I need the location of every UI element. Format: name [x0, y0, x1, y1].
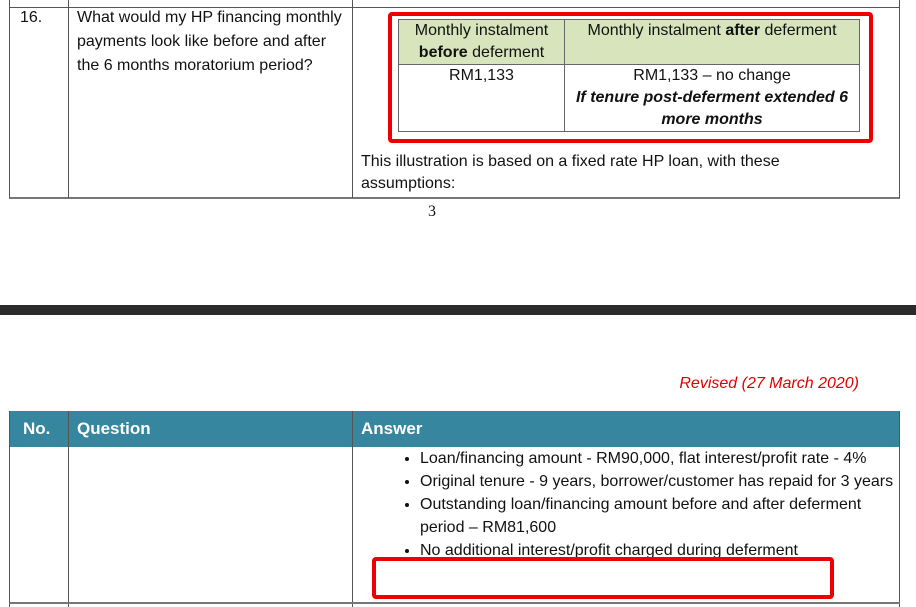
header-answer: Answer — [361, 419, 423, 438]
col-border — [68, 0, 69, 198]
col-border — [9, 411, 10, 607]
list-item: No additional interest/profit charged du… — [420, 539, 900, 562]
table-header: No. Question Answer — [9, 411, 900, 447]
row-bottom-border — [9, 197, 900, 199]
col-border — [899, 411, 900, 607]
page-separator — [0, 305, 916, 315]
assumptions-list: Loan/financing amount - RM90,000, flat i… — [380, 447, 900, 562]
page-number: 3 — [428, 203, 436, 220]
col-border — [899, 0, 900, 198]
highlight-box — [388, 12, 873, 143]
header-question: Question — [77, 419, 151, 438]
illustration-text: This illustration is based on a fixed ra… — [361, 153, 780, 192]
col-border — [352, 0, 353, 198]
instalment-table: Monthly instalment before deferment Month… — [398, 19, 860, 132]
col-border — [352, 411, 353, 607]
header-after: Monthly instalment after deferment — [564, 19, 860, 65]
revised-date: Revised (27 March 2020) — [679, 375, 859, 392]
header-no: No. — [23, 419, 51, 438]
list-item: Loan/financing amount - RM90,000, flat i… — [420, 447, 900, 470]
value-after: RM1,133 – no change If tenure post-deferm… — [564, 64, 860, 132]
row-number: 16. — [20, 9, 43, 26]
list-item: Outstanding loan/financing amount before… — [420, 493, 900, 539]
col-border — [9, 0, 10, 198]
row-bottom-border — [9, 602, 900, 604]
question-text: What would my HP financing monthly payme… — [77, 9, 342, 74]
highlight-box — [372, 557, 834, 599]
value-before: RM1,133 — [398, 64, 565, 132]
row-top-border — [9, 7, 900, 8]
list-item: Original tenure - 9 years, borrower/cust… — [420, 470, 900, 493]
col-border — [68, 411, 69, 607]
header-before: Monthly instalment before deferment — [398, 19, 565, 65]
